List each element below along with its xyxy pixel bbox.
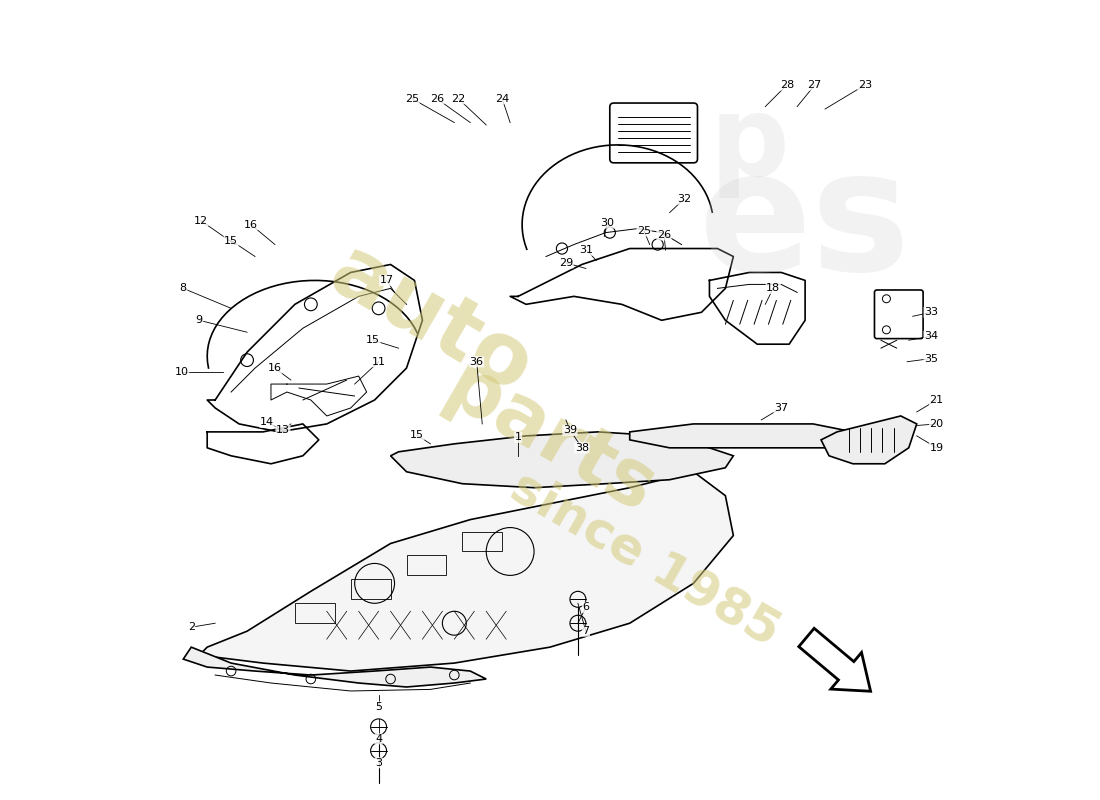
Bar [462,531,503,551]
Polygon shape [184,647,486,687]
Text: 6: 6 [582,602,590,612]
Text: auto: auto [315,230,547,411]
Text: 13: 13 [276,426,290,435]
Text: 28: 28 [780,80,794,90]
Text: 18: 18 [767,283,780,294]
Text: 35: 35 [924,354,938,363]
Text: 15: 15 [410,430,424,440]
Text: since 1985: since 1985 [503,463,789,656]
Text: 24: 24 [495,94,509,104]
Text: 10: 10 [175,367,189,377]
Text: 21: 21 [930,395,944,405]
Text: 19: 19 [930,443,944,453]
Text: 16: 16 [244,220,258,230]
Polygon shape [821,416,916,464]
Text: 20: 20 [930,419,944,429]
Text: 23: 23 [858,80,872,90]
Text: 5: 5 [375,702,382,712]
Text: es: es [698,143,911,306]
Text: 36: 36 [470,357,484,366]
Text: 37: 37 [774,403,789,413]
Text: parts: parts [431,350,669,530]
Text: 8: 8 [179,283,187,294]
Text: 15: 15 [366,335,379,346]
Text: 30: 30 [601,218,615,228]
Text: 33: 33 [924,307,938,318]
Polygon shape [629,424,852,448]
Polygon shape [390,432,734,488]
Text: 17: 17 [379,275,394,286]
Text: 32: 32 [676,194,691,204]
Polygon shape [799,628,870,691]
Text: 29: 29 [559,258,573,268]
Text: 25: 25 [405,94,419,104]
Text: 11: 11 [372,357,386,366]
Text: 26: 26 [657,230,671,240]
Text: p: p [710,91,789,198]
Text: 34: 34 [924,331,938,342]
Text: 16: 16 [268,363,282,373]
Bar [351,579,390,599]
Bar [407,555,447,575]
Text: 9: 9 [196,315,202,326]
Text: 1: 1 [515,433,521,442]
Text: 12: 12 [194,216,208,226]
Bar [295,603,334,623]
Text: 39: 39 [563,426,578,435]
Text: 22: 22 [451,94,465,104]
Text: 15: 15 [224,235,238,246]
Text: 38: 38 [575,443,589,453]
Text: 26: 26 [430,94,444,104]
Text: 4: 4 [375,734,382,744]
Text: 31: 31 [580,245,594,255]
Polygon shape [199,472,734,671]
Text: 3: 3 [375,758,382,768]
Text: 7: 7 [582,626,590,636]
Text: 27: 27 [807,80,822,90]
Text: 2: 2 [188,622,195,632]
Text: 14: 14 [260,418,274,427]
Text: 25: 25 [637,226,651,236]
